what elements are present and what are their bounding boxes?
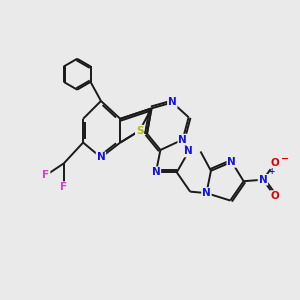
Text: N: N — [227, 157, 236, 167]
Text: N: N — [202, 188, 211, 198]
Text: O: O — [271, 191, 279, 201]
Text: F: F — [60, 182, 68, 192]
Text: N: N — [178, 135, 187, 145]
Text: F: F — [42, 170, 50, 180]
Text: N: N — [97, 152, 105, 162]
Text: N: N — [168, 98, 177, 107]
Text: O: O — [271, 158, 279, 168]
Text: +: + — [268, 167, 274, 176]
Text: N: N — [152, 167, 160, 177]
Text: N: N — [184, 146, 193, 157]
Text: S: S — [136, 126, 143, 136]
Text: −: − — [281, 154, 290, 164]
Text: N: N — [259, 175, 267, 185]
